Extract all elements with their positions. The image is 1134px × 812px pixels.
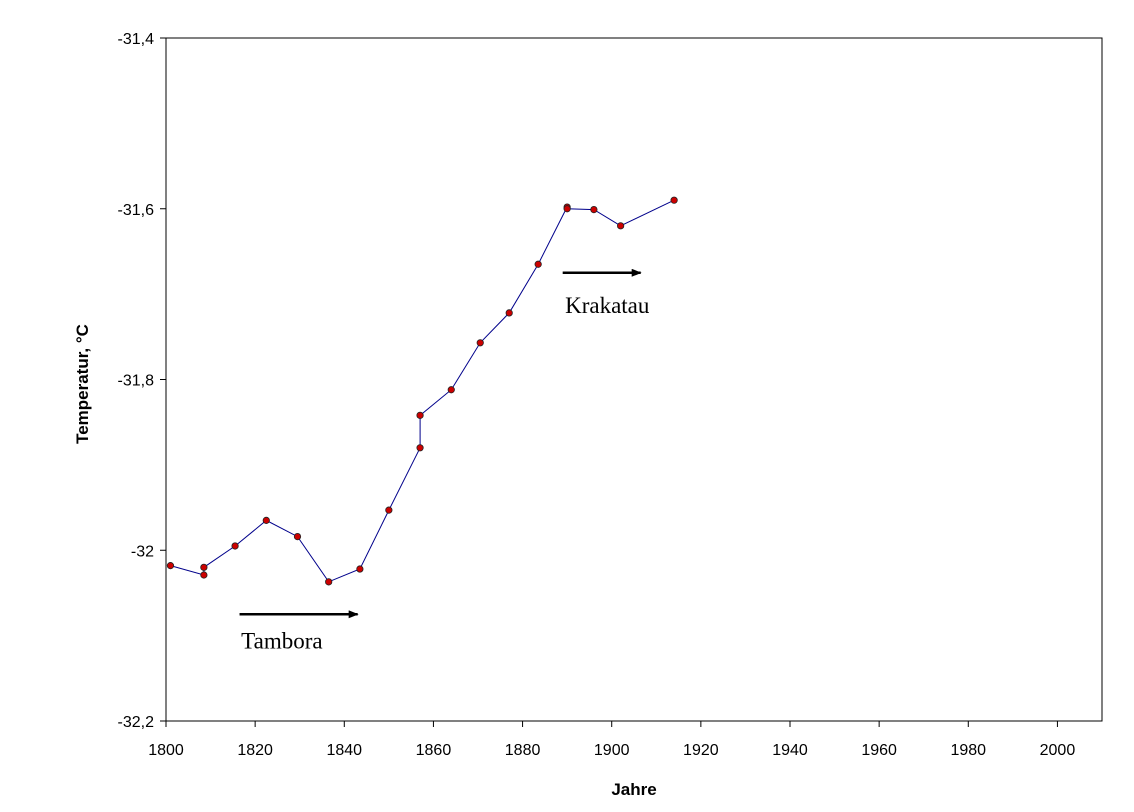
data-point	[505, 309, 513, 317]
data-point	[262, 516, 270, 524]
data-point	[200, 571, 208, 579]
data-point	[617, 222, 625, 230]
x-tick-label: 1940	[772, 742, 808, 759]
data-point	[166, 562, 175, 570]
series-group	[166, 196, 678, 586]
y-axis-title: Temperatur, °C	[73, 324, 92, 444]
data-point	[325, 578, 333, 586]
annotation-label: Krakatau	[565, 293, 650, 318]
y-tick-label: -31,8	[118, 373, 155, 390]
data-point	[590, 206, 598, 214]
data-point	[563, 205, 571, 213]
data-point	[416, 444, 424, 452]
annotation-label: Tambora	[241, 628, 322, 653]
x-tick-label: 1800	[148, 742, 184, 759]
x-axis-title: Jahre	[611, 780, 656, 799]
x-tick-label: 1900	[594, 742, 630, 759]
y-axis: -31,4 -31,6 -31,8 -32 -32,2	[118, 31, 166, 731]
data-point	[231, 542, 239, 550]
x-tick-label: 1840	[326, 742, 362, 759]
data-point	[670, 196, 678, 204]
x-tick-label: 1820	[237, 742, 273, 759]
data-point	[293, 532, 302, 541]
x-axis: 1800 1820 1840 1860 1880 1900 1920 1940 1960 1980…	[148, 721, 1075, 759]
y-tick-label: -32,2	[118, 714, 155, 731]
plot-area	[165, 37, 1103, 722]
x-tick-label: 1980	[950, 742, 986, 759]
data-point	[416, 411, 424, 419]
x-tick-label: 1880	[505, 742, 541, 759]
data-point	[200, 563, 208, 571]
data-point	[476, 339, 484, 347]
x-tick-label: 1920	[683, 742, 719, 759]
data-point	[447, 386, 455, 394]
data-point	[356, 565, 364, 573]
y-tick-label: -31,6	[118, 202, 155, 219]
x-tick-label: 1860	[416, 742, 452, 759]
x-tick-label: 2000	[1040, 742, 1076, 759]
y-tick-label: -31,4	[118, 31, 155, 48]
annotations: Tambora Krakatau	[239, 268, 650, 653]
data-point	[534, 260, 542, 268]
x-tick-label: 1960	[861, 742, 897, 759]
data-point	[385, 506, 393, 514]
y-tick-label: -32	[131, 543, 154, 560]
